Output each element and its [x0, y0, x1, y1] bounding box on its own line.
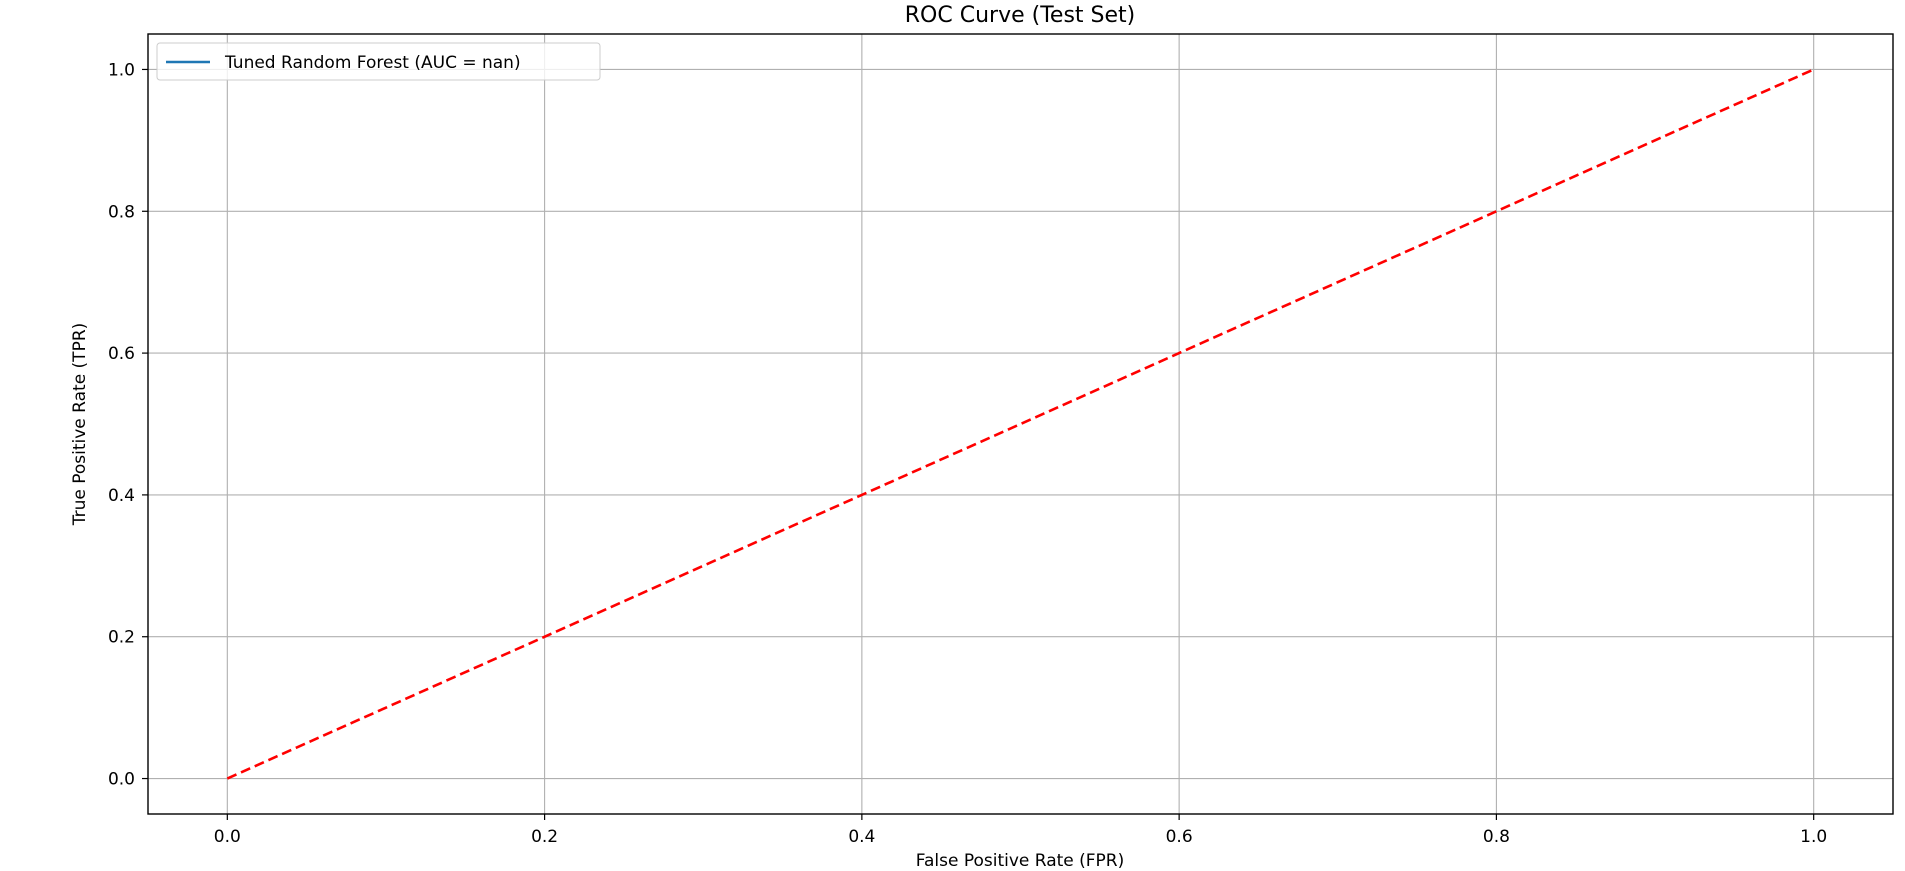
y-tick-label: 0.6	[108, 344, 135, 364]
legend-box	[156, 42, 601, 81]
y-tick-label: 0.0	[108, 770, 135, 790]
x-tick-label: 0.2	[531, 827, 558, 847]
y-tick-label: 0.2	[108, 628, 135, 648]
x-tick-label: 0.0	[214, 827, 241, 847]
series-layer	[226, 68, 1815, 780]
legend: Tuned Random Forest (AUC = nan)	[156, 42, 601, 81]
y-tick-label: 0.4	[108, 486, 135, 506]
y-tick-label: 0.8	[108, 202, 135, 222]
plot-frame	[147, 33, 1894, 815]
x-tick-label: 0.8	[1483, 827, 1510, 847]
x-tick-label: 0.6	[1166, 827, 1193, 847]
y-axis-label: True Positive Rate (TPR)	[70, 323, 90, 527]
y-tick-label: 1.0	[108, 60, 135, 80]
legend-entry-label: Tuned Random Forest (AUC = nan)	[224, 53, 521, 73]
chart-title: ROC Curve (Test Set)	[905, 3, 1135, 28]
x-axis-label: False Positive Rate (FPR)	[916, 851, 1125, 871]
x-tick-label: 1.0	[1800, 827, 1827, 847]
x-tick-label: 0.4	[848, 827, 875, 847]
tick-layer: 0.0 0.2 0.4 0.6 0.8 1.0 0.0 0.2 0.4 0.6 0.8 1.0	[108, 60, 1827, 847]
random-chance-diagonal-line	[226, 68, 1815, 780]
